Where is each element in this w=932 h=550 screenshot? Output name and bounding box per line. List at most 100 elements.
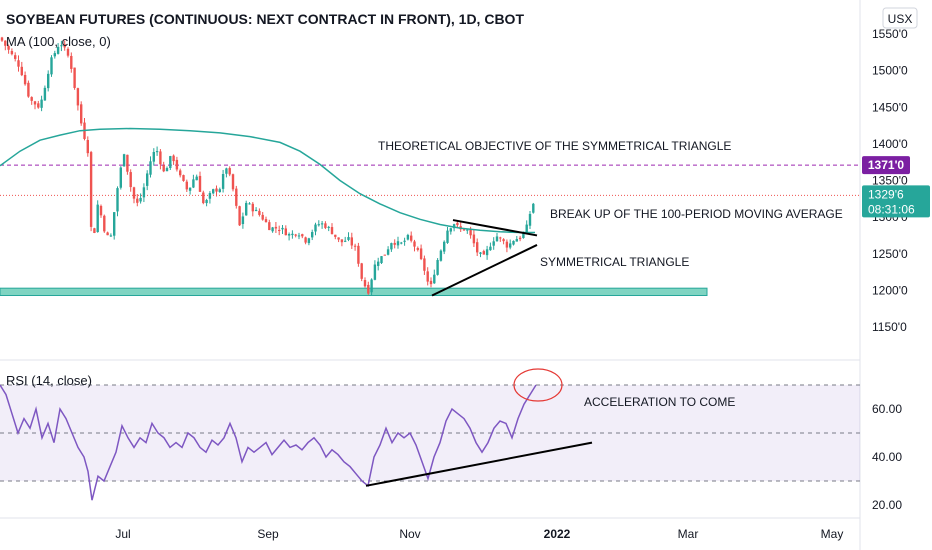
candle-body [291, 233, 294, 236]
candle-body [261, 214, 264, 220]
candle-body [485, 249, 489, 256]
price-axis-ticks: 1550'01500'01450'01400'01350'01300'01250… [872, 27, 908, 334]
candle-body [89, 152, 93, 227]
ma-indicator-label[interactable]: MA (100, close, 0) [6, 34, 111, 49]
candle-body [413, 241, 416, 247]
support-zone[interactable] [0, 287, 708, 297]
current-price-label: 1329'6 [868, 187, 904, 201]
candle-body [334, 234, 337, 237]
candle-body [43, 87, 47, 101]
candle-body [518, 237, 522, 240]
candle-body [301, 234, 304, 237]
candle-body [264, 219, 268, 223]
candle-body [317, 224, 320, 226]
candle-body [17, 60, 20, 67]
triangle-upper-line[interactable] [452, 219, 538, 237]
candle-body [113, 212, 116, 236]
rsi-trendline[interactable] [365, 441, 593, 487]
candle-body [344, 240, 347, 242]
candle-body [271, 227, 274, 232]
candle-body [93, 228, 96, 233]
triangle-lower-line[interactable] [431, 244, 538, 297]
candle-body [53, 53, 56, 57]
candle-body [357, 245, 360, 264]
candle-body [436, 260, 439, 275]
rsi-highlight-circle[interactable] [513, 368, 563, 402]
triangle-annotation: SYMMETRICAL TRIANGLE [540, 255, 689, 269]
candle-body [393, 242, 396, 245]
candle-body [20, 66, 23, 76]
current-price-box [862, 185, 930, 218]
candle-body [499, 237, 502, 239]
candle-body [330, 227, 334, 235]
candle-body [466, 229, 469, 231]
breakout-annotation: BREAK UP OF THE 100-PERIOD MOVING AVERAG… [550, 207, 843, 221]
candle-body [433, 274, 436, 284]
candle-body [509, 243, 512, 248]
candle-body [56, 46, 60, 54]
candle-body [479, 252, 482, 254]
candle-body [76, 88, 80, 106]
objective-price-label: 1371'0 [868, 158, 905, 172]
rsi-indicator-label[interactable]: RSI (14, close) [6, 373, 92, 388]
candle-body [208, 193, 212, 199]
candle-body [489, 246, 492, 251]
candle-body [429, 280, 433, 285]
candle-body [182, 175, 185, 181]
candle-body [165, 168, 169, 172]
candle-body [192, 179, 195, 188]
ma-line [0, 127, 535, 234]
objective-price-box [862, 156, 910, 175]
price-tick-label: 1350'0 [872, 174, 908, 188]
candle-body [294, 234, 297, 236]
candle-body [456, 222, 459, 226]
price-tick-label: 1250'0 [872, 247, 908, 261]
candle-body [347, 237, 350, 240]
candle-body [482, 251, 485, 255]
candle-body [37, 103, 40, 108]
candle-body [337, 237, 340, 240]
candle-body [86, 139, 89, 154]
candle-body [218, 189, 221, 193]
candle-body [419, 248, 423, 260]
candle-body [47, 73, 50, 89]
currency-badge[interactable] [882, 7, 918, 29]
candle-body [324, 223, 327, 228]
candle-body [476, 242, 479, 253]
price-tick-label: 1150'0 [872, 320, 907, 334]
candle-body [287, 234, 291, 236]
candle-body [80, 104, 83, 124]
candle-body [162, 165, 165, 172]
price-tick-label: 1200'0 [872, 283, 908, 297]
candle-body [327, 226, 330, 228]
candle-body [495, 236, 499, 242]
rsi-band [0, 385, 860, 481]
candle-body [446, 230, 449, 243]
candle-body [452, 224, 456, 229]
candle-body [205, 200, 208, 204]
candle-body [396, 241, 400, 246]
candle-body [360, 263, 363, 279]
candle-body [353, 245, 357, 247]
candle-body [195, 176, 198, 181]
candle-body [14, 55, 17, 59]
candle-body [60, 45, 63, 47]
time-tick-label: Nov [399, 527, 420, 541]
candle-body [370, 279, 373, 293]
candle-body [363, 280, 367, 287]
candle-body [373, 264, 377, 280]
rsi-tick-label: 40.00 [872, 450, 902, 464]
candle-body [297, 235, 301, 237]
price-tick-label: 1500'0 [872, 64, 908, 78]
candle-body [116, 188, 119, 212]
candle-body [169, 156, 172, 169]
candle-body [139, 197, 142, 202]
rsi-axis-ticks: 60.00 40.00 20.00 [872, 402, 902, 512]
candle-body [492, 241, 495, 246]
candle-body [66, 48, 70, 56]
candle-body [426, 271, 429, 282]
candle-body [423, 258, 426, 271]
candle-body [307, 238, 311, 244]
